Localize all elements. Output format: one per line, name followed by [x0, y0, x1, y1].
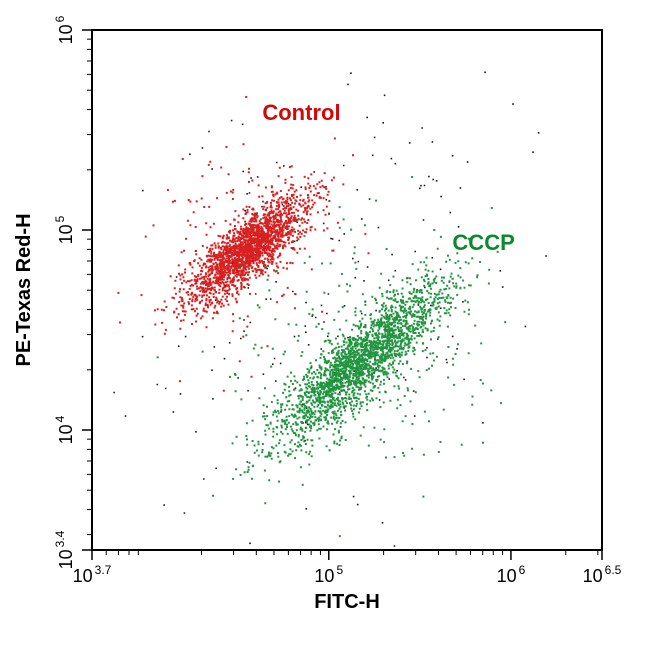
x-axis-label: FITC-H — [314, 591, 380, 613]
chart-background — [0, 0, 650, 654]
series-label-CCCP: CCCP — [452, 230, 514, 255]
series-label-Control: Control — [262, 100, 340, 125]
y-axis-label: PE-Texas Red-H — [13, 213, 35, 366]
